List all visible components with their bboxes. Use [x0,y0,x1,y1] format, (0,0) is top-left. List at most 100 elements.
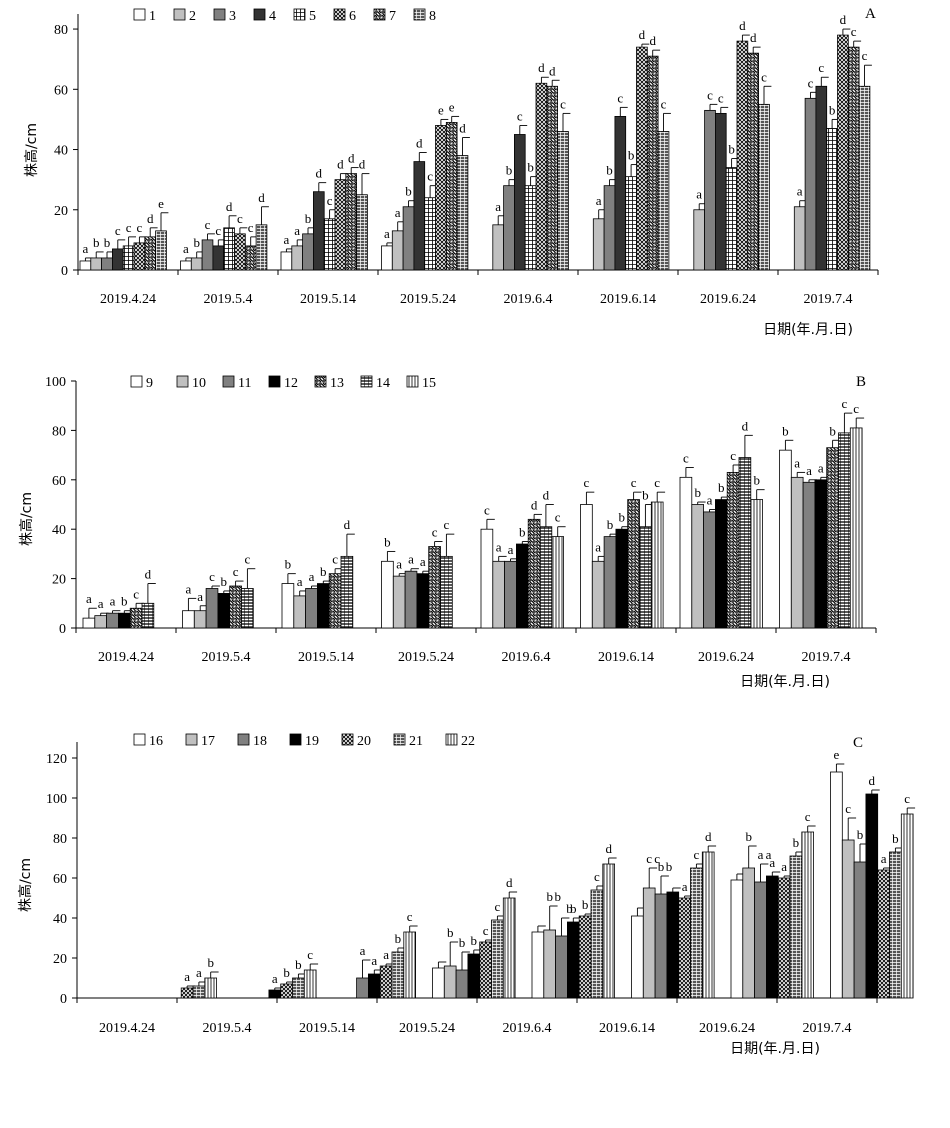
significance-label: c [307,947,313,962]
bar [849,427,863,629]
significance-label: a [183,241,189,256]
bar [847,46,860,271]
bar [129,607,143,629]
significance-label: c [617,90,623,105]
bar [543,929,556,999]
significance-label: b [628,148,635,163]
bar [592,218,605,271]
bar [704,109,716,271]
significance-label: a [806,463,812,478]
bar [531,931,545,999]
significance-label: c [631,475,637,490]
significance-label: b [283,965,290,980]
y-tick-label: 20 [52,573,66,588]
legend-label: 4 [269,9,276,24]
bar [122,245,135,271]
significance-label: c [115,223,121,238]
legend-swatch [314,375,327,388]
bar [657,131,670,271]
bar [642,887,656,999]
bar [492,224,504,271]
significance-label: b [829,102,836,117]
legend-swatch [333,8,346,21]
y-tick-label: 20 [53,952,67,967]
significance-label: c [805,809,811,824]
significance-label: a [384,226,390,241]
significance-label: a [83,241,89,256]
significance-label: c [707,87,713,102]
y-axis-label: 株高/cm [23,123,40,177]
bar [837,34,849,271]
x-category-label: 2019.6.4 [503,1021,552,1036]
bar [212,245,225,271]
legend-swatch [133,733,146,746]
bar [112,248,124,271]
legend-swatch [133,8,146,21]
significance-label: a [110,594,116,609]
legend-label: 22 [461,734,475,749]
significance-label: c [818,60,824,75]
bar [814,479,828,629]
bar [440,555,453,629]
significance-label: b [718,480,725,495]
y-axis-label: 株高/cm [17,858,34,912]
x-category-label: 2019.6.24 [698,650,754,665]
significance-label: b [829,423,836,438]
bar [802,481,816,629]
legend-label: 8 [429,9,436,24]
significance-label: a [758,847,764,862]
legend-label: 16 [149,734,163,749]
bar [736,40,749,271]
bar [590,889,604,999]
bar [625,176,637,271]
bar [223,227,235,271]
legend-label: 9 [146,376,153,391]
bar [853,861,867,999]
significance-label: e [158,196,164,211]
x-category-label: 2019.5.14 [299,1021,355,1036]
bar [381,245,393,271]
significance-label: c [555,510,561,525]
y-tick-label: 100 [45,375,66,390]
bar [229,585,242,629]
bar [217,593,231,629]
significance-label: d [258,190,265,205]
bar [865,793,879,999]
legend-label: 13 [330,376,344,391]
bar [678,897,691,999]
bar [646,55,659,271]
bar [180,987,194,999]
bar [293,595,306,629]
significance-label: b [447,925,454,940]
bar [578,915,592,999]
bar [443,965,457,999]
significance-label: d [459,120,466,135]
significance-label: b [745,829,752,844]
bar [432,967,445,999]
bar [193,610,207,629]
x-category-label: 2019.4.24 [99,1021,155,1036]
bar [328,573,342,629]
bar [789,855,803,999]
bar [750,499,763,629]
significance-label: a [881,851,887,866]
significance-label: a [682,879,688,894]
bar [738,457,752,629]
significance-label: c [845,801,851,816]
bar [615,528,629,629]
bar [567,921,580,999]
bar [82,617,96,629]
significance-label: a [781,859,787,874]
bar [94,615,108,629]
legend-swatch [237,733,250,746]
y-tick-label: 120 [46,752,67,767]
bar [535,82,548,271]
bar [268,989,282,999]
significance-label: c [842,396,848,411]
legend-label: 18 [253,734,267,749]
bar [316,583,330,629]
bar [826,128,838,271]
legend-label: 17 [201,734,215,749]
significance-label: b [582,897,589,912]
bar [877,869,890,999]
